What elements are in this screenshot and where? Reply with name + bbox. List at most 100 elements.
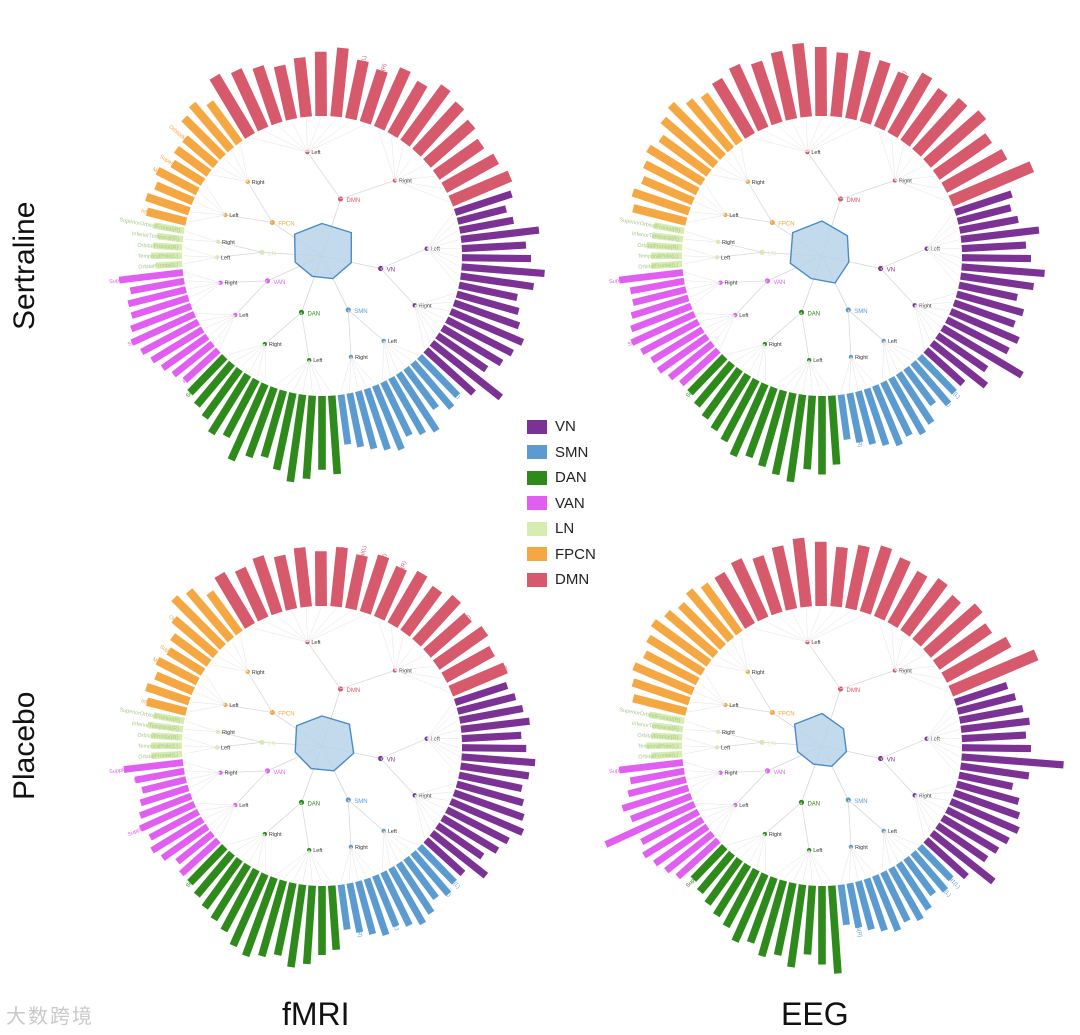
- tree-link: [764, 344, 767, 383]
- region-bar: [895, 371, 935, 425]
- tree-link: [883, 340, 898, 372]
- network-node: [837, 686, 844, 692]
- tree-link: [190, 772, 221, 788]
- tree-link: [763, 620, 808, 643]
- network-node-label: DAN: [807, 801, 820, 807]
- hemisphere-label: Right: [399, 668, 412, 674]
- network-node: [337, 686, 344, 692]
- tree-link: [880, 248, 927, 269]
- tree-link: [394, 180, 443, 189]
- region-bar: [940, 324, 1024, 379]
- tree-link: [696, 802, 736, 806]
- region-bar: [887, 72, 933, 138]
- tree-link: [720, 280, 768, 284]
- tree-link: [234, 770, 268, 806]
- hemisphere-label: Left: [229, 213, 239, 219]
- region-bar: [687, 354, 728, 396]
- tree-link: [802, 850, 810, 883]
- region-label: MiddleTemporal(L): [465, 755, 511, 765]
- hemisphere-label: Left: [221, 745, 231, 751]
- tree-link: [840, 670, 896, 690]
- region-label: MedialOrbitalFrontal(L): [834, 56, 846, 113]
- region-bar: [646, 242, 683, 251]
- tree-link: [204, 183, 226, 216]
- tree-link: [414, 305, 436, 335]
- region-bar: [642, 816, 705, 859]
- tree-link: [777, 125, 808, 153]
- tree-link: [731, 151, 748, 182]
- region-bar: [423, 837, 466, 877]
- region-bar: [327, 395, 342, 475]
- region-bar: [314, 551, 327, 607]
- tree-link: [699, 192, 726, 216]
- tree-link: [426, 738, 460, 757]
- tree-link: [414, 795, 436, 825]
- tree-link: [802, 360, 810, 393]
- region-bar: [314, 51, 327, 117]
- region-bar: [690, 844, 728, 882]
- tree-link: [380, 758, 415, 796]
- circular-chart: VN Left Right SMN Left Right DAN Left Right VAN Le…: [609, 42, 1045, 483]
- tree-link: [894, 670, 950, 693]
- tree-link: [291, 121, 308, 153]
- network-node-label: DMN: [847, 688, 861, 694]
- region-bar: [814, 541, 827, 607]
- legend-label: SMN: [555, 443, 589, 461]
- region-bar: [900, 88, 948, 147]
- tree-link: [880, 738, 927, 759]
- tree-link: [849, 356, 852, 392]
- legend-label: LN: [555, 520, 575, 538]
- region-bar: [701, 367, 743, 420]
- tree-link: [777, 615, 808, 643]
- tree-link: [926, 729, 960, 739]
- region-bar: [650, 252, 683, 259]
- legend-swatch: [527, 470, 547, 485]
- region-bar: [685, 588, 735, 643]
- region-bar: [139, 800, 197, 832]
- region-bar: [160, 333, 210, 371]
- tree-link: [840, 356, 852, 393]
- region-bar: [629, 277, 685, 295]
- tree-link: [725, 704, 773, 713]
- region-bar: [441, 645, 495, 683]
- tree-link: [691, 211, 726, 216]
- tree-link: [426, 720, 458, 739]
- tree-link: [914, 795, 936, 825]
- hierarchy-tree: VN Left Right SMN Left Right DAN Left Right VAN Le…: [183, 117, 461, 395]
- region-bar: [242, 876, 278, 958]
- region-bar: [458, 771, 523, 792]
- tree-link: [350, 846, 359, 880]
- region-bar: [372, 874, 400, 928]
- tree-link: [734, 280, 768, 316]
- tree-link: [850, 846, 875, 874]
- region-label: MedialFrontal(L): [797, 563, 807, 604]
- tree-link: [880, 268, 915, 306]
- region-label: Insula(R): [660, 289, 683, 300]
- region-bar: [941, 636, 1012, 683]
- tree-link: [414, 795, 445, 810]
- tree-link: [883, 830, 891, 866]
- tree-link: [414, 795, 425, 839]
- tree-link: [394, 654, 426, 671]
- region-bar: [900, 578, 948, 637]
- tree-link: [914, 795, 931, 832]
- tree-link: [926, 738, 961, 748]
- tree-link: [894, 670, 943, 679]
- region-bar: [155, 657, 200, 686]
- tree-link: [926, 239, 960, 249]
- region-bar: [827, 395, 841, 465]
- region-bar: [917, 353, 957, 395]
- region-bar: [123, 759, 184, 773]
- region-bar: [935, 822, 989, 863]
- tree-link: [848, 309, 884, 342]
- hemisphere-label: Right: [269, 832, 282, 838]
- region-label: Precuneus(L): [795, 888, 806, 922]
- region-bar: [675, 837, 721, 880]
- region-bar: [961, 254, 1032, 263]
- region-bar: [423, 612, 472, 658]
- region-label: Angular(L): [781, 580, 792, 607]
- region-bar: [631, 188, 691, 216]
- tree-link: [394, 164, 426, 181]
- tree-link: [807, 614, 865, 643]
- tree-link: [726, 343, 765, 356]
